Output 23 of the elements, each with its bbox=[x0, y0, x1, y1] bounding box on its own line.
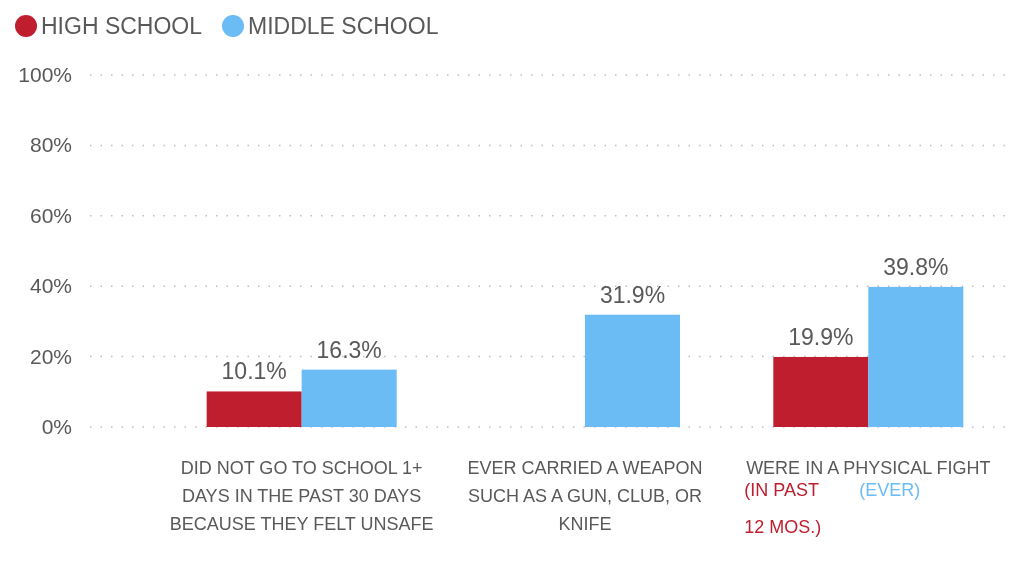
data-label: 19.9% bbox=[788, 323, 854, 350]
x-tick-label: EVER CARRIED A WEAPON SUCH AS A GUN, CLUB, OR KNIFE bbox=[467, 458, 703, 534]
data-label: 39.8% bbox=[883, 253, 949, 280]
legend-label: MIDDLE SCHOOL bbox=[248, 13, 439, 39]
y-tick-label: 60% bbox=[29, 203, 72, 227]
y-tick-label: 100% bbox=[18, 63, 72, 86]
data-label: 16.3% bbox=[316, 336, 382, 363]
y-tick-label: 20% bbox=[29, 344, 72, 368]
y-tick-label: 80% bbox=[29, 133, 72, 157]
bar bbox=[206, 391, 302, 427]
text: (EVER) bbox=[859, 480, 921, 500]
text: (IN PAST 12 MOS.) bbox=[744, 480, 822, 537]
bar bbox=[301, 369, 397, 427]
bar bbox=[585, 314, 680, 427]
bar bbox=[773, 356, 869, 427]
data-label: 10.1% bbox=[221, 358, 287, 385]
x-tick-label: WERE IN A PHYSICAL FIGHT bbox=[746, 458, 991, 478]
y-tick-label: 0% bbox=[41, 415, 72, 438]
y-tick-label: 40% bbox=[29, 274, 72, 298]
legend-label: HIGH SCHOOL bbox=[41, 13, 203, 39]
data-label: 31.9% bbox=[599, 281, 666, 308]
x-tick-label: DID NOT GO TO SCHOOL 1+ DAYS IN THE PAST 30 DAYS BECAUSE THEY FELT UNSAFE bbox=[169, 458, 434, 534]
bar bbox=[868, 286, 964, 427]
